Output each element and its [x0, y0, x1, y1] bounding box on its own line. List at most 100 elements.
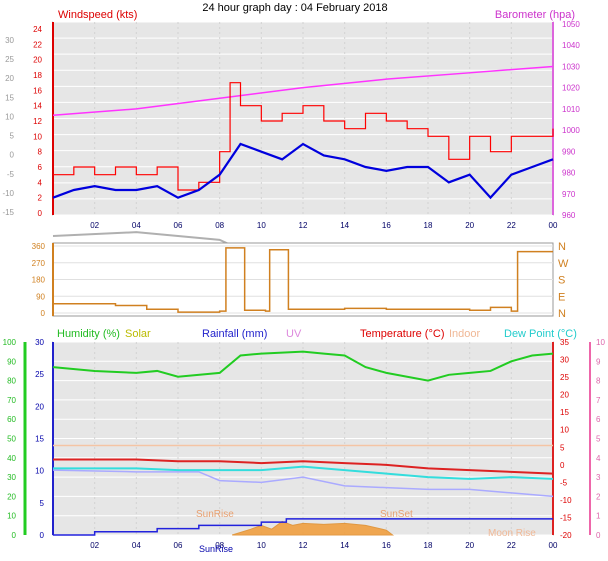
- y-tick-label: 0: [10, 151, 15, 160]
- y-tick-label: 20: [560, 391, 569, 400]
- y-tick-label: 970: [562, 190, 576, 199]
- indoor-legend: Indoor: [449, 328, 481, 340]
- y-tick-label: 4: [38, 178, 43, 187]
- y-tick-label: 50: [7, 435, 16, 444]
- y-tick-label: 0: [560, 461, 565, 470]
- y-tick-label: 1030: [562, 62, 580, 71]
- series-wind-average: [52, 142, 554, 200]
- compass-label: E: [558, 291, 565, 303]
- series-barometer: [52, 65, 554, 117]
- humidity-axis: 0 10 20 30 40 50 60 70 80 90 100: [3, 338, 27, 540]
- series-feels-like: [52, 469, 554, 498]
- x-axis-ticks-top: 02 04 06 08 10 12 14 16 18 20 22 00: [90, 221, 558, 230]
- y-tick-label: 0: [38, 209, 43, 218]
- y-tick-label: 2: [596, 492, 601, 501]
- uv-legend: UV: [286, 328, 302, 340]
- series-humidity: [52, 350, 554, 382]
- compass-label: N: [558, 241, 566, 253]
- y-tick-label: 360: [32, 242, 46, 251]
- x-axis-ticks-bottom: 02 04 06 08 10 12 14 16 18 20 22 00: [90, 541, 558, 550]
- y-tick-label: 8: [38, 148, 43, 157]
- x-tick-label: 00: [549, 541, 558, 550]
- y-tick-label: 12: [33, 117, 42, 126]
- y-tick-label: 5: [10, 132, 15, 141]
- series-rainfall: [53, 518, 553, 536]
- barometer-axis: 960 970 980 990 1000 1010 1020 1030 1040 1050: [552, 20, 580, 220]
- y-tick-label: 35: [560, 338, 569, 347]
- y-tick-label: 4: [596, 454, 601, 463]
- temp-axis-top: -15 -10 -5 0 5 10 15 20 25 30: [2, 36, 14, 217]
- y-tick-label: 70: [7, 396, 16, 405]
- x-tick-label: 14: [340, 221, 349, 230]
- y-tick-label: 30: [7, 473, 16, 482]
- x-tick-label: 20: [465, 221, 474, 230]
- y-tick-label: -10: [560, 496, 572, 505]
- windspeed-legend: Windspeed (kts): [58, 9, 137, 21]
- y-tick-label: 9: [596, 357, 601, 366]
- y-tick-label: 6: [38, 163, 43, 172]
- y-tick-label: 20: [35, 402, 44, 411]
- sunrise-axis-label: SunRise: [199, 544, 233, 554]
- uv-axis: 0 1 2 3 4 5 6 7 8 9 10: [589, 338, 605, 540]
- rainfall-legend: Rainfall (mm): [202, 328, 267, 340]
- y-tick-label: 40: [7, 454, 16, 463]
- y-tick-label: 80: [7, 377, 16, 386]
- y-tick-label: 20: [7, 492, 16, 501]
- y-tick-label: 60: [7, 415, 16, 424]
- y-tick-label: 270: [32, 259, 46, 268]
- y-tick-label: 15: [5, 93, 14, 102]
- y-tick-label: 18: [33, 71, 42, 80]
- moonrise-annotation: Moon Rise: [488, 528, 536, 539]
- y-tick-label: 30: [35, 338, 44, 347]
- barometer-legend: Barometer (hpa): [495, 9, 575, 21]
- x-tick-label: 16: [382, 541, 391, 550]
- x-tick-label: 10: [257, 221, 266, 230]
- y-tick-label: 10: [33, 132, 42, 141]
- x-tick-label: 20: [465, 541, 474, 550]
- humidity-gridlines: [53, 341, 553, 536]
- y-tick-label: 15: [35, 435, 44, 444]
- direction-series: [53, 247, 553, 313]
- y-tick-label: 10: [35, 467, 44, 476]
- x-tick-label: 10: [257, 541, 266, 550]
- x-tick-label: 06: [174, 221, 183, 230]
- y-tick-label: 1: [596, 512, 601, 521]
- x-tick-label: 02: [90, 541, 99, 550]
- sunset-annotation: SunSet: [380, 509, 413, 520]
- series-wind-direction: [53, 247, 553, 313]
- y-tick-label: 10: [560, 426, 569, 435]
- y-tick-label: -15: [2, 208, 14, 217]
- y-tick-label: 30: [5, 36, 14, 45]
- x-tick-label: 12: [299, 541, 308, 550]
- series-dew-point: [53, 465, 554, 480]
- temperature-axis: -20 -15 -10 -5 0 5 10 15 20 25 30 35: [552, 338, 572, 540]
- compass-label: S: [558, 275, 565, 287]
- x-tick-label: 22: [507, 221, 516, 230]
- y-tick-label: 0: [40, 531, 45, 540]
- y-tick-label: 980: [562, 169, 576, 178]
- y-tick-label: -10: [2, 189, 14, 198]
- y-tick-label: 20: [5, 74, 14, 83]
- x-tick-label: 02: [90, 221, 99, 230]
- y-tick-label: 14: [33, 102, 42, 111]
- x-tick-label: 12: [299, 221, 308, 230]
- y-tick-label: 90: [7, 357, 16, 366]
- temperature-legend: Temperature (°C): [360, 328, 444, 340]
- y-tick-label: 5: [40, 499, 45, 508]
- y-tick-label: 16: [33, 86, 42, 95]
- y-tick-label: 10: [596, 338, 605, 347]
- y-tick-label: 1000: [562, 126, 580, 135]
- y-tick-label: 960: [562, 211, 576, 220]
- compass-label: N: [558, 308, 566, 320]
- y-tick-label: 1020: [562, 84, 580, 93]
- y-tick-label: 0: [41, 309, 46, 318]
- humidity-series: [52, 350, 554, 536]
- y-tick-label: 25: [35, 370, 44, 379]
- y-tick-label: -15: [560, 513, 572, 522]
- y-tick-label: -20: [560, 531, 572, 540]
- y-tick-label: 5: [596, 435, 601, 444]
- y-tick-label: 10: [5, 112, 14, 121]
- y-tick-label: 25: [560, 373, 569, 382]
- x-tick-label: 18: [424, 221, 433, 230]
